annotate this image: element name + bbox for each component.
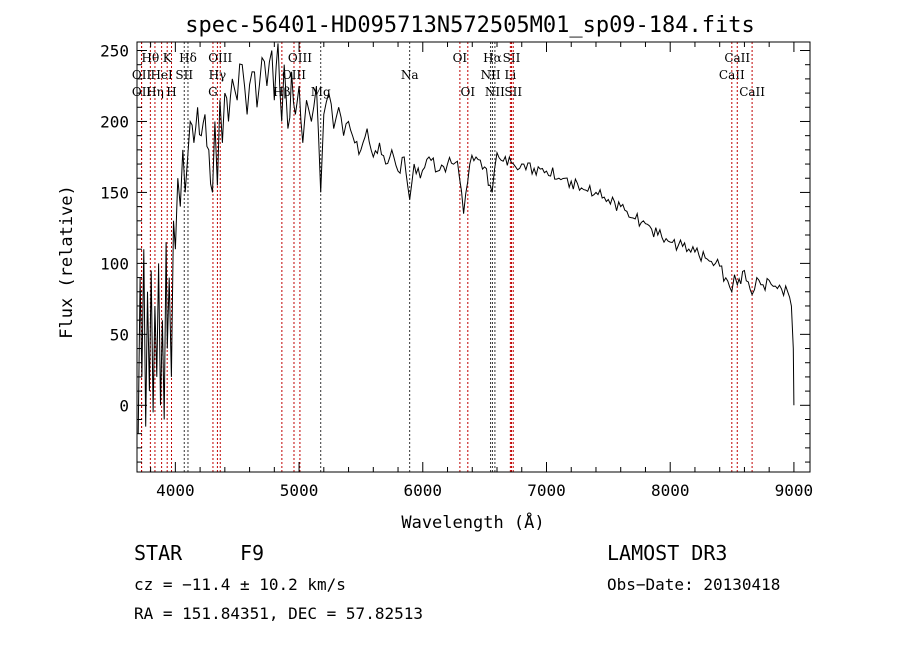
line-label: OI [453, 51, 468, 65]
x-tick-label: 4000 [156, 481, 195, 500]
line-label: H [166, 85, 176, 99]
line-label: Li [504, 68, 516, 82]
y-axis-label: Flux (relative) [57, 185, 77, 339]
redshift-text: cz = −11.4 ± 10.2 km/s [134, 575, 346, 594]
line-markers: OIIHθOIIHηHeIKHSIIHδGHγOIIIHβOIIIOIIIMgN… [132, 42, 765, 472]
axis-ticks: 4000 5000 6000 7000 8000 9000 0 50 100 150 200 250 [100, 42, 813, 500]
x-axis-label: Wavelength (Å) [401, 511, 544, 533]
line-label: CaII [719, 68, 745, 82]
spectrum-line [137, 43, 795, 434]
obs-date: Obs−Date: 20130418 [607, 575, 780, 594]
line-label: OII [132, 68, 152, 82]
y-tick-label: 150 [100, 183, 129, 202]
subclass: F9 [240, 541, 264, 565]
line-label: Hθ [142, 51, 160, 65]
line-label: Hδ [179, 51, 197, 65]
y-tick-label: 200 [100, 112, 129, 131]
line-label: Hγ [209, 68, 227, 82]
line-label: CaII [739, 85, 765, 99]
x-tick-label: 5000 [280, 481, 319, 500]
y-tick-label: 100 [100, 254, 129, 273]
survey: LAMOST DR3 [607, 541, 727, 565]
line-label: SII [504, 85, 522, 99]
object-type: STAR [134, 541, 183, 565]
line-label: K [163, 51, 173, 65]
line-label: NII [485, 85, 505, 99]
plot-frame [136, 41, 811, 473]
line-label: OIII [288, 51, 312, 65]
line-label: NII [481, 68, 501, 82]
y-tick-label: 50 [110, 325, 129, 344]
line-label: HeI [150, 68, 173, 82]
x-tick-label: 6000 [404, 481, 443, 500]
chart-title: spec-56401-HD095713N572505M01_sp09-184.f… [185, 13, 755, 38]
y-tick-label: 0 [119, 396, 129, 415]
line-label: G [208, 85, 218, 99]
x-tick-label: 7000 [527, 481, 566, 500]
line-label: OI [461, 85, 476, 99]
line-label: Hβ [273, 85, 290, 99]
line-label: SII [175, 68, 193, 82]
y-tick-label: 250 [100, 42, 129, 61]
line-label: OIII [208, 51, 232, 65]
x-tick-label: 8000 [651, 481, 690, 500]
line-label: Hη [146, 85, 164, 99]
line-label: Hα [483, 51, 502, 65]
x-tick-label: 9000 [775, 481, 814, 500]
line-label: SII [503, 51, 521, 65]
coords: RA = 151.84351, DEC = 57.82513 [134, 604, 423, 623]
line-label: CaII [724, 51, 750, 65]
line-label: Na [401, 68, 419, 82]
